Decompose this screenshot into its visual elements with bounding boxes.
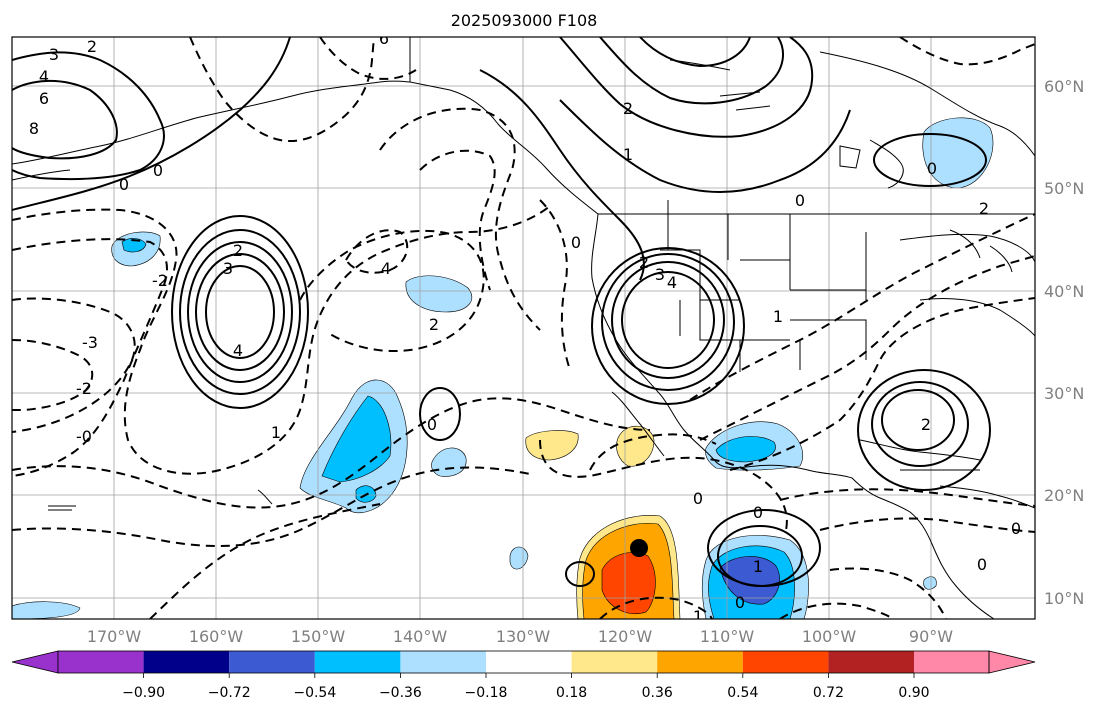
colorbar-segment: [571, 651, 658, 673]
contour-label: 4: [381, 259, 391, 278]
colorbar-tick-label: 0.54: [727, 685, 758, 701]
lon-label: 140°W: [393, 627, 448, 646]
anomaly-blue-light: [509, 546, 529, 570]
colorbar-tick-label: −0.90: [122, 685, 165, 701]
contours-negative: [12, 37, 1035, 619]
contour-label: 0: [693, 489, 703, 508]
colorbar-tick-label: −0.18: [465, 685, 508, 701]
map-gridlines: [12, 37, 1035, 619]
latitude-labels: 60°N 50°N 40°N 30°N 20°N 10°N: [1044, 77, 1084, 608]
contour-label: 1: [773, 307, 783, 326]
lon-label: 170°W: [87, 627, 142, 646]
anomaly-blue-dark: [719, 556, 780, 605]
colorbar-tick-label: 0.36: [642, 685, 673, 701]
contour-label: 6: [379, 29, 389, 48]
colorbar-tick-label: −0.36: [379, 685, 422, 701]
colorbar-segment: [742, 651, 829, 673]
lat-label: 30°N: [1044, 384, 1084, 403]
lon-label: 110°W: [700, 627, 755, 646]
contour-label: 0: [1011, 519, 1021, 538]
contour-label: 2: [623, 99, 633, 118]
contour-label: 2: [429, 315, 439, 334]
colorbar-segment: [657, 651, 743, 673]
lat-label: 20°N: [1044, 486, 1084, 505]
contour-label: 0: [153, 161, 163, 180]
anomaly-blue-mid: [121, 238, 147, 253]
contour-label: 1: [693, 607, 703, 626]
colorbar-segment: [400, 651, 486, 673]
contour-label: 3: [223, 259, 233, 278]
shaded-anomalies: [12, 117, 994, 619]
contour-labels: 3 2 4 6 8 0 0 2 3 4 -2 -3 -2 -0 1 4 2 0 …: [29, 29, 1021, 626]
lat-label: 40°N: [1044, 282, 1084, 301]
colorbar: −0.90 −0.72 −0.54 −0.36 −0.18 0.18 0.36 …: [11, 650, 1036, 701]
lat-label: 10°N: [1044, 589, 1084, 608]
lon-label: 160°W: [189, 627, 244, 646]
colorbar-tick-label: 0.72: [813, 685, 844, 701]
figure-title: 2025093000 F108: [451, 11, 598, 30]
contour-label: 2: [233, 241, 243, 260]
contour-label: 0: [977, 555, 987, 574]
lon-label: 90°W: [909, 627, 953, 646]
contour-label: 2: [639, 253, 649, 272]
colorbar-segment: [143, 651, 230, 673]
contour-label: 1: [271, 423, 281, 442]
lat-label: 50°N: [1044, 179, 1084, 198]
colorbar-segment: [58, 651, 144, 673]
colorbar-extend-low: [11, 650, 59, 674]
contour-label: 2: [87, 37, 97, 56]
colorbar-extend-high: [988, 650, 1036, 674]
location-marker: [630, 539, 648, 557]
contour-label: 2: [979, 199, 989, 218]
contour-label: -2: [76, 379, 92, 398]
contour-label: 0: [753, 503, 763, 522]
colorbar-segment: [314, 651, 401, 673]
contour-label: 6: [39, 89, 49, 108]
colorbar-segment: [828, 651, 914, 673]
contour-label: -0: [76, 427, 92, 446]
colorbar-tick-label: 0.18: [556, 685, 587, 701]
map-panel: 3 2 4 6 8 0 0 2 3 4 -2 -3 -2 -0 1 4 2 0 …: [11, 29, 1036, 626]
colorbar-segment: [914, 651, 989, 673]
contour-label: 3: [655, 265, 665, 284]
contour-label: 0: [119, 175, 129, 194]
contour-label: -2: [152, 271, 168, 290]
contour-label: 4: [667, 273, 677, 292]
anomaly-blue-mid: [715, 436, 776, 463]
contour-label: 0: [427, 415, 437, 434]
contour-label: 0: [927, 159, 937, 178]
contour-zero-lines: [479, 69, 645, 281]
anomaly-blue-light: [405, 275, 473, 313]
contour-label: 1: [753, 557, 763, 576]
anomaly-blue-light: [922, 117, 994, 189]
longitude-labels: 170°W 160°W 150°W 140°W 130°W 120°W 110°…: [87, 627, 953, 646]
contour-label: 4: [233, 341, 243, 360]
anomaly-blue-light: [923, 576, 937, 590]
lon-label: 150°W: [291, 627, 346, 646]
anomaly-yellow: [525, 430, 579, 461]
colorbar-tick-label: −0.72: [208, 685, 251, 701]
colorbar-tick-label: −0.54: [293, 685, 336, 701]
lat-label: 60°N: [1044, 77, 1084, 96]
contour-label: 1: [623, 145, 633, 164]
contour-label: 4: [39, 67, 49, 86]
colorbar-tick-label: 0.90: [898, 685, 929, 701]
anomaly-blue-mid: [321, 395, 392, 483]
contour-label: 0: [735, 593, 745, 612]
colorbar-segment: [229, 651, 315, 673]
contour-label: 3: [49, 45, 59, 64]
coastlines: [12, 37, 1035, 619]
contour-label: -3: [82, 333, 98, 352]
lon-label: 100°W: [802, 627, 857, 646]
lon-label: 130°W: [496, 627, 551, 646]
lon-label: 120°W: [598, 627, 653, 646]
contour-label: 0: [795, 191, 805, 210]
colorbar-segment: [486, 651, 572, 673]
contour-label: 0: [571, 233, 581, 252]
contour-label: 8: [29, 119, 39, 138]
contours-positive: [12, 37, 991, 587]
contour-label: 2: [921, 415, 931, 434]
